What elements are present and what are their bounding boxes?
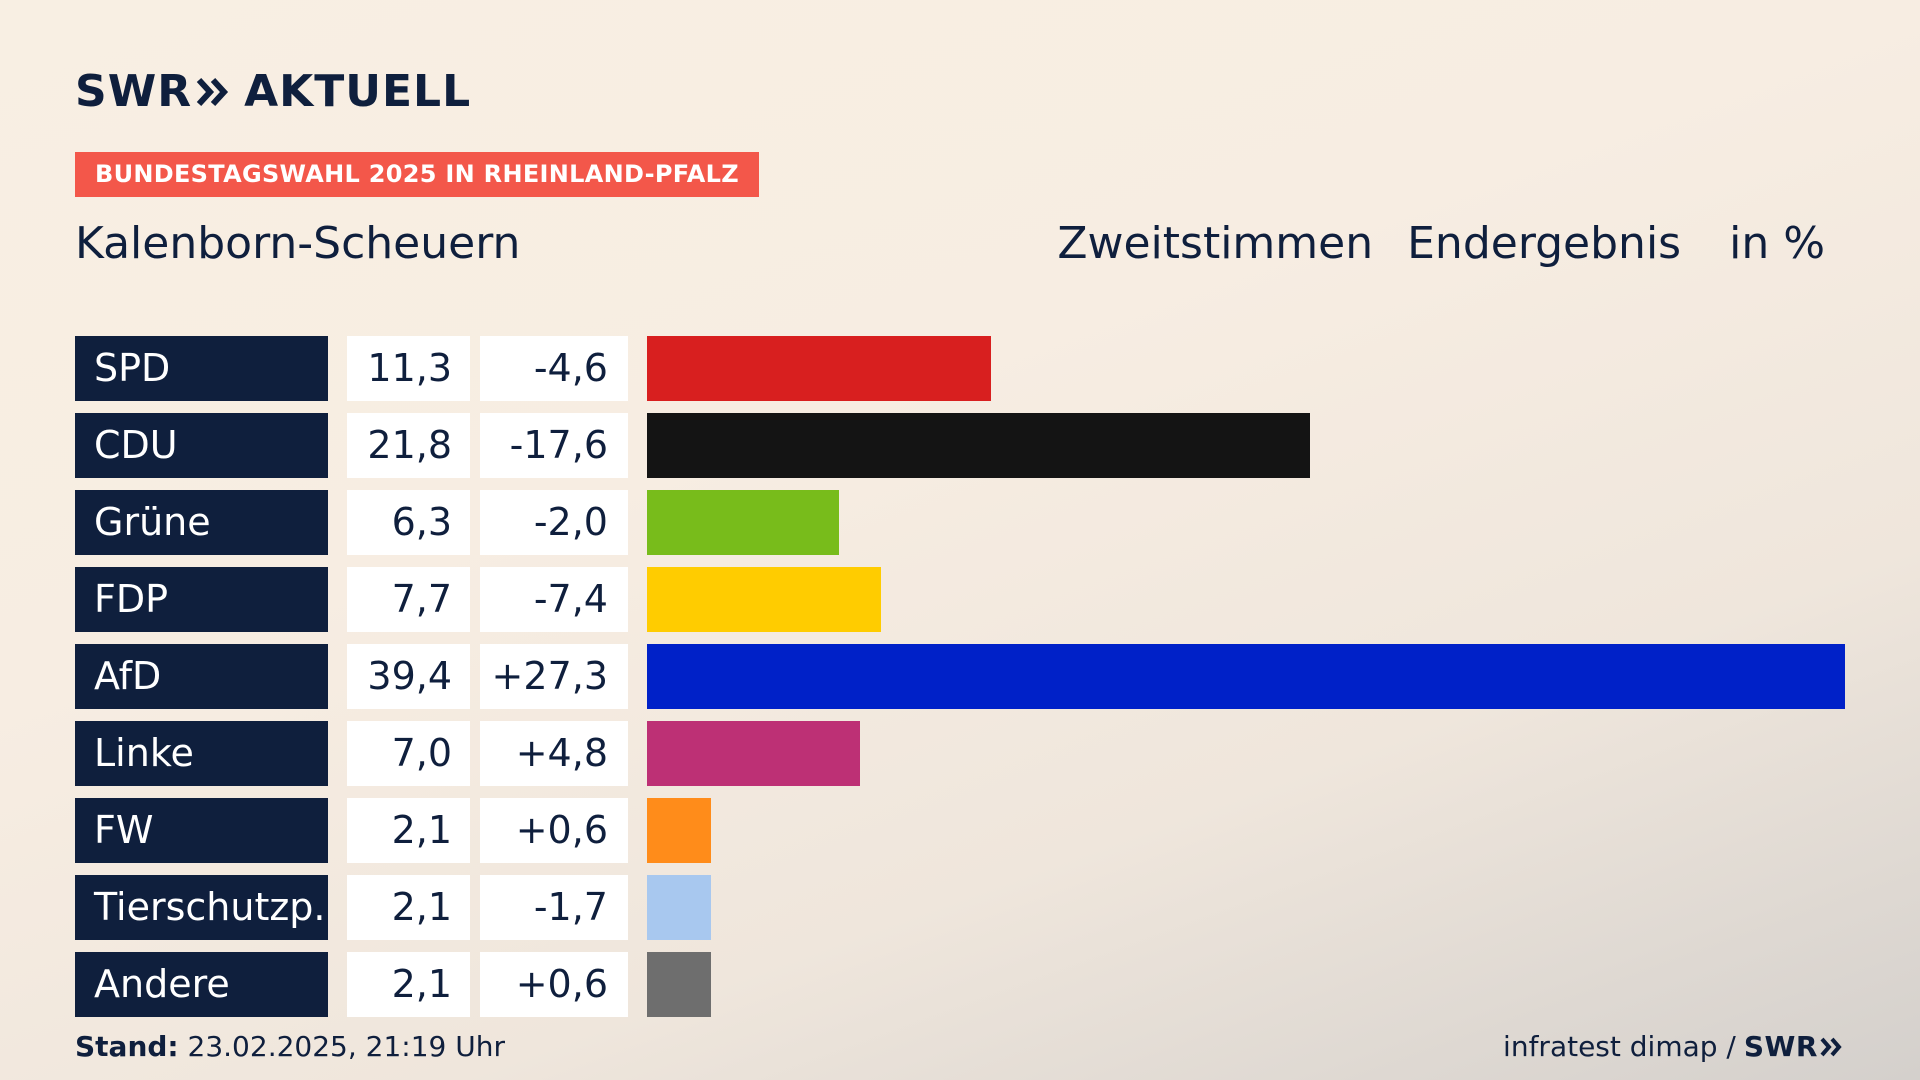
change-label: -1,7 — [480, 875, 628, 940]
result-type-label: Endergebnis — [1407, 218, 1682, 269]
vote-share-label: 39,4 — [347, 644, 470, 709]
vote-share-label: 6,3 — [347, 490, 470, 555]
result-bar — [647, 952, 711, 1017]
party-label: CDU — [75, 413, 328, 478]
chart-header: Zweitstimmen Endergebnis in % — [1057, 218, 1825, 269]
change-label: +0,6 — [480, 952, 628, 1017]
result-bar — [647, 875, 711, 940]
vote-share-label: 2,1 — [347, 952, 470, 1017]
vote-share-label: 21,8 — [347, 413, 470, 478]
timestamp: Stand: 23.02.2025, 21:19 Uhr — [75, 1030, 505, 1063]
result-bar — [647, 413, 1310, 478]
source-text: infratest dimap / — [1503, 1030, 1736, 1063]
party-label: Andere — [75, 952, 328, 1017]
vote-share-label: 7,0 — [347, 721, 470, 786]
party-label: FDP — [75, 567, 328, 632]
swr-aktuell-logo: SWR AKTUELL — [75, 66, 471, 117]
region-title: Kalenborn-Scheuern — [75, 218, 521, 269]
change-label: +0,6 — [480, 798, 628, 863]
stand-value: 23.02.2025, 21:19 Uhr — [187, 1030, 505, 1063]
vote-share-label: 11,3 — [347, 336, 470, 401]
source-credit: infratest dimap / SWR — [1503, 1030, 1844, 1063]
result-bar — [647, 336, 991, 401]
vote-type-label: Zweitstimmen — [1057, 218, 1374, 269]
result-bar — [647, 490, 839, 555]
logo-swr-text: SWR — [75, 66, 193, 117]
result-bar — [647, 644, 1845, 709]
double-chevron-icon — [196, 77, 230, 107]
result-bar — [647, 721, 860, 786]
party-label: SPD — [75, 336, 328, 401]
change-label: -17,6 — [480, 413, 628, 478]
vote-share-label: 2,1 — [347, 798, 470, 863]
result-bar — [647, 798, 711, 863]
election-badge: BUNDESTAGSWAHL 2025 IN RHEINLAND-PFALZ — [75, 152, 759, 197]
change-label: -4,6 — [480, 336, 628, 401]
party-label: Grüne — [75, 490, 328, 555]
change-label: +4,8 — [480, 721, 628, 786]
change-label: -2,0 — [480, 490, 628, 555]
unit-label: in % — [1729, 218, 1825, 269]
change-label: +27,3 — [480, 644, 628, 709]
vote-share-label: 2,1 — [347, 875, 470, 940]
result-bar — [647, 567, 881, 632]
stand-label: Stand: — [75, 1030, 179, 1063]
vote-share-label: 7,7 — [347, 567, 470, 632]
logo-aktuell-text: AKTUELL — [244, 66, 472, 117]
party-label: AfD — [75, 644, 328, 709]
party-label: Tierschutzp. — [75, 875, 328, 940]
party-label: FW — [75, 798, 328, 863]
change-label: -7,4 — [480, 567, 628, 632]
footer-swr-text: SWR — [1743, 1030, 1818, 1063]
party-label: Linke — [75, 721, 328, 786]
footer-swr-logo: SWR — [1744, 1030, 1844, 1063]
